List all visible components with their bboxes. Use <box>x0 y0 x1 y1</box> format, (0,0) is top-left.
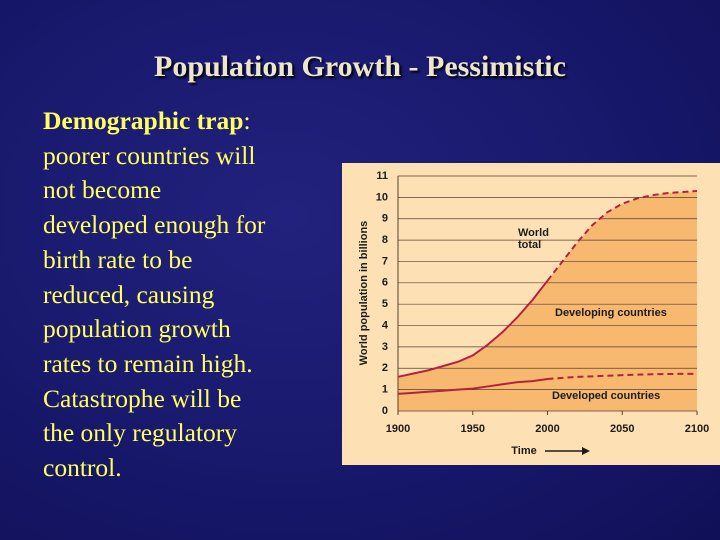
body-text: Demographic trap: poorer countries will n… <box>43 104 343 486</box>
y-tick-label: 5 <box>382 298 388 310</box>
y-tick-label: 0 <box>382 405 388 417</box>
body-line: birth rate to be <box>43 244 193 274</box>
y-tick-label: 9 <box>382 213 388 225</box>
term: Demographic trap <box>43 106 244 135</box>
body-line: developed enough for <box>43 210 266 240</box>
slide-title: Population Growth - Pessimistic <box>154 50 566 83</box>
series-line <box>547 372 697 380</box>
y-tick-label: 2 <box>382 362 388 374</box>
series-line <box>546 189 698 282</box>
x-tick-label: 2050 <box>610 423 634 435</box>
body-line: reduced, causing <box>43 279 215 309</box>
body-line: rates to remain high. <box>43 348 253 378</box>
y-tick-label: 10 <box>376 191 388 203</box>
body-line: poorer countries will <box>43 140 256 170</box>
x-tick-label: 2000 <box>535 423 559 435</box>
y-tick-label: 11 <box>376 170 388 182</box>
x-tick-label: 1950 <box>461 423 485 435</box>
annotation: Developing countries <box>555 307 667 319</box>
chart: World population in billions Time 0 1 2 3 4 5… <box>342 163 720 465</box>
x-tick-label: 2100 <box>685 423 709 435</box>
body-line: control. <box>43 453 122 483</box>
y-tick-label: 8 <box>382 234 388 246</box>
y-axis-label: World population in billions <box>358 221 370 366</box>
annotation: Developed countries <box>552 390 661 402</box>
body-line: not become <box>43 175 162 205</box>
series-line <box>397 280 549 378</box>
y-tick-label: 1 <box>382 384 388 396</box>
y-tick-label: 4 <box>382 319 389 331</box>
series-line <box>397 377 548 395</box>
body-line: population growth <box>43 314 231 344</box>
y-tick-label: 6 <box>382 277 388 289</box>
x-tick-label: 1900 <box>386 423 410 435</box>
x-axis-label: Time <box>511 445 536 457</box>
first-line: Demographic trap: <box>43 104 343 139</box>
term-colon: : <box>243 106 251 135</box>
chart-svg: World population in billions Time 0 1 2 3 4 5… <box>358 170 709 457</box>
body-line: the only regulatory <box>43 418 238 448</box>
y-tick-label: 7 <box>382 255 388 267</box>
time-arrowhead <box>582 447 590 455</box>
annotation: World total <box>518 227 549 251</box>
body-line: Catastrophe will be <box>43 383 242 413</box>
y-tick-label: 3 <box>382 341 388 353</box>
